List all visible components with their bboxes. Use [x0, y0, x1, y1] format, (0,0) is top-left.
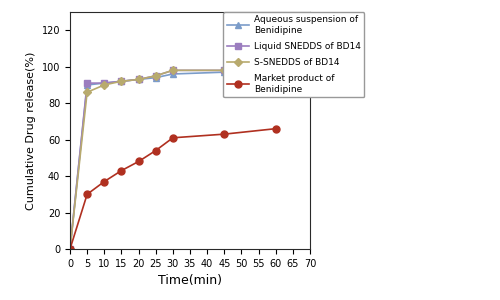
- X-axis label: Time(min): Time(min): [158, 274, 222, 287]
- S-SNEDDS of BD14: [118, 80, 124, 83]
- Market product of
Benidipine: [136, 160, 141, 163]
- Market product of
Benidipine: [67, 247, 73, 251]
- Aqueous suspension of
Benidipine: [84, 83, 90, 87]
- Line: Market product of
Benidipine: Market product of Benidipine: [66, 125, 279, 253]
- Aqueous suspension of
Benidipine: [118, 80, 124, 83]
- Liquid SNEDDS of BD14: [118, 80, 124, 83]
- Aqueous suspension of
Benidipine: [272, 67, 278, 70]
- S-SNEDDS of BD14: [102, 83, 107, 87]
- Aqueous suspension of
Benidipine: [170, 72, 176, 76]
- S-SNEDDS of BD14: [170, 68, 176, 72]
- Legend: Aqueous suspension of
Benidipine, Liquid SNEDDS of BD14, S-SNEDDS of BD14, Marke: Aqueous suspension of Benidipine, Liquid…: [224, 12, 364, 98]
- Market product of
Benidipine: [152, 149, 158, 152]
- Y-axis label: Cumulative Drug release(%): Cumulative Drug release(%): [26, 51, 36, 210]
- Liquid SNEDDS of BD14: [152, 74, 158, 78]
- Market product of
Benidipine: [222, 132, 228, 136]
- Line: S-SNEDDS of BD14: S-SNEDDS of BD14: [67, 66, 278, 252]
- Market product of
Benidipine: [118, 169, 124, 172]
- Line: Aqueous suspension of
Benidipine: Aqueous suspension of Benidipine: [66, 65, 279, 253]
- Aqueous suspension of
Benidipine: [222, 70, 228, 74]
- Market product of
Benidipine: [102, 180, 107, 183]
- Liquid SNEDDS of BD14: [136, 78, 141, 81]
- Line: Liquid SNEDDS of BD14: Liquid SNEDDS of BD14: [66, 65, 279, 253]
- S-SNEDDS of BD14: [272, 67, 278, 70]
- Liquid SNEDDS of BD14: [272, 67, 278, 70]
- S-SNEDDS of BD14: [222, 68, 228, 72]
- Aqueous suspension of
Benidipine: [67, 247, 73, 251]
- S-SNEDDS of BD14: [152, 74, 158, 78]
- S-SNEDDS of BD14: [84, 90, 90, 94]
- Liquid SNEDDS of BD14: [102, 81, 107, 85]
- Liquid SNEDDS of BD14: [222, 68, 228, 72]
- Liquid SNEDDS of BD14: [84, 81, 90, 85]
- Market product of
Benidipine: [84, 193, 90, 196]
- Market product of
Benidipine: [170, 136, 176, 140]
- S-SNEDDS of BD14: [136, 78, 141, 81]
- Aqueous suspension of
Benidipine: [136, 78, 141, 81]
- Aqueous suspension of
Benidipine: [152, 76, 158, 80]
- S-SNEDDS of BD14: [67, 247, 73, 251]
- Market product of
Benidipine: [272, 127, 278, 130]
- Liquid SNEDDS of BD14: [67, 247, 73, 251]
- Aqueous suspension of
Benidipine: [102, 81, 107, 85]
- Liquid SNEDDS of BD14: [170, 68, 176, 72]
